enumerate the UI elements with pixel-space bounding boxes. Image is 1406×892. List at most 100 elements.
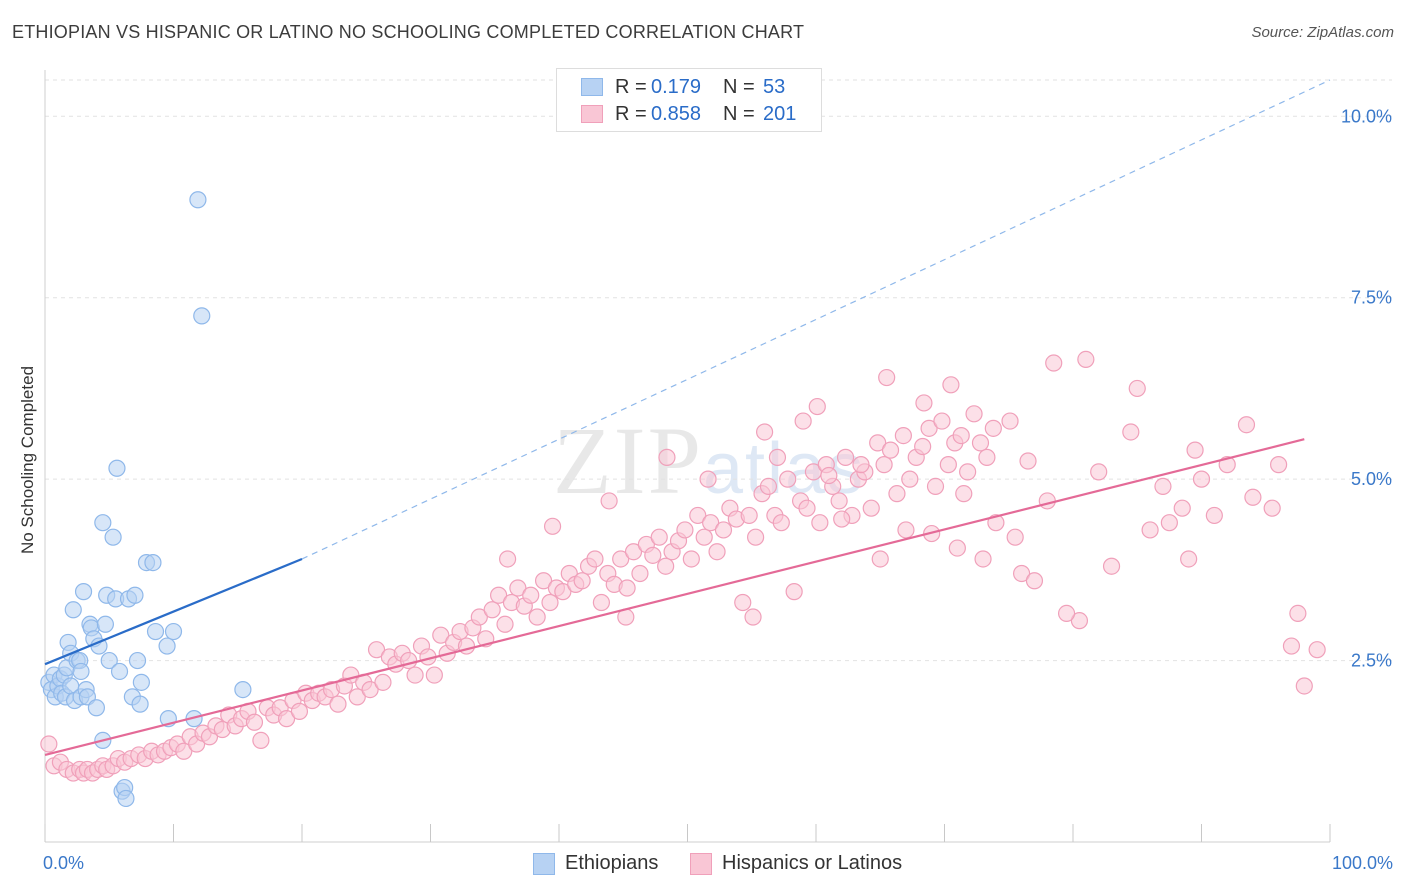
data-point-hispanics (1295, 677, 1313, 695)
bottom-legend-swatch-hispanics (690, 852, 712, 875)
legend-r-value: 0.179 (651, 75, 702, 98)
data-point-hispanics (245, 713, 264, 731)
data-point-hispanics (496, 615, 514, 633)
data-point-ethiopians (72, 662, 90, 681)
y-tick-label: 7.5% (1351, 288, 1392, 308)
data-point-hispanics (779, 470, 797, 488)
data-point-hispanics (348, 688, 366, 706)
data-point-hispanics (658, 448, 676, 466)
data-point-hispanics (881, 441, 900, 459)
y-tick-label: 5.0% (1351, 469, 1392, 489)
data-point-hispanics (329, 695, 347, 713)
data-point-hispanics (965, 405, 983, 423)
data-point-ethiopians (128, 651, 147, 670)
data-point-hispanics (1070, 612, 1089, 630)
y-tick-label: 2.5% (1351, 651, 1392, 671)
data-point-ethiopians (189, 191, 207, 209)
data-point-hispanics (1173, 499, 1191, 517)
watermark-main: ZIP (553, 407, 703, 514)
data-point-ethiopians (94, 514, 112, 532)
data-point-hispanics (948, 539, 966, 557)
data-point-hispanics (1025, 572, 1044, 590)
data-point-hispanics (869, 434, 887, 452)
data-point-ethiopians (132, 673, 150, 691)
data-point-hispanics (1154, 477, 1172, 495)
legend-row-hispanics: R = 0.858 N = 201 (581, 101, 796, 127)
data-point-hispanics (682, 550, 700, 568)
data-point-hispanics (926, 477, 945, 495)
data-point-hispanics (592, 593, 611, 612)
data-point-hispanics (1269, 456, 1288, 474)
data-point-hispanics (1038, 492, 1056, 510)
data-point-hispanics (252, 731, 270, 750)
data-point-hispanics (734, 593, 752, 612)
data-point-hispanics (689, 506, 707, 525)
data-point-hispanics (862, 499, 880, 517)
data-point-hispanics (490, 586, 508, 604)
data-point-hispanics (955, 485, 973, 503)
watermark: ZIPatlas (553, 405, 865, 516)
data-point-hispanics (978, 448, 996, 466)
data-point-hispanics (586, 550, 604, 568)
data-point-hispanics (878, 368, 896, 387)
data-point-hispanics (772, 514, 790, 532)
data-point-hispanics (798, 499, 816, 517)
data-point-hispanics (888, 485, 906, 503)
data-point-hispanics (573, 572, 591, 590)
legend-swatch-hispanics (581, 105, 603, 123)
data-point-hispanics (914, 437, 932, 456)
data-point-hispanics (1019, 452, 1037, 470)
data-point-ethiopians (234, 680, 252, 699)
legend-swatch-ethiopians (581, 78, 603, 96)
legend-n-value: 53 (763, 75, 786, 98)
data-point-hispanics (543, 517, 562, 535)
y-axis-label: No Schooling Completed (18, 365, 37, 555)
data-point-hispanics (1180, 550, 1198, 568)
data-point-hispanics (740, 506, 758, 525)
bottom-legend-ethiopians: Ethiopians (533, 852, 658, 875)
data-point-hispanics (942, 376, 960, 394)
legend-r-label: R = (615, 75, 647, 98)
data-point-ethiopians (110, 662, 129, 681)
data-point-ethiopians (96, 615, 114, 633)
data-point-hispanics (984, 419, 1002, 437)
data-point-hispanics (695, 528, 713, 546)
data-point-hispanics (175, 742, 193, 760)
data-point-hispanics (499, 550, 517, 568)
data-point-hispanics (624, 543, 643, 561)
data-point-hispanics (794, 412, 812, 430)
data-point-hispanics (1141, 521, 1159, 539)
data-point-hispanics (644, 546, 662, 564)
data-point-hispanics (1057, 604, 1076, 623)
trend-line-ethiopians-extended (301, 79, 1331, 560)
data-point-hispanics (1308, 641, 1326, 659)
data-point-ethiopians (74, 583, 93, 601)
data-point-hispanics (1001, 412, 1019, 430)
legend-r-value: 0.858 (651, 102, 702, 125)
data-point-hispanics (40, 735, 58, 753)
data-point-hispanics (528, 608, 546, 626)
data-point-hispanics (714, 521, 733, 539)
bottom-legend-hispanics: Hispanics or Latinos (690, 852, 902, 875)
data-point-hispanics (1045, 354, 1063, 372)
data-point-hispanics (759, 477, 778, 495)
data-point-hispanics (1006, 528, 1024, 546)
data-point-hispanics (1205, 506, 1223, 525)
data-point-hispanics (534, 572, 553, 590)
x-tick-label: 0.0% (43, 853, 84, 873)
data-point-hispanics (1282, 637, 1301, 655)
data-point-ethiopians (100, 651, 118, 670)
data-point-hispanics (367, 641, 386, 659)
source-label: Source: ZipAtlas.com (1251, 24, 1394, 41)
data-point-ethiopians (87, 699, 106, 717)
data-point-hispanics (1263, 499, 1281, 517)
data-point-hispanics (699, 470, 717, 488)
data-point-hispanics (1102, 557, 1121, 575)
data-point-hispanics (1012, 564, 1031, 583)
data-point-hispanics (747, 528, 765, 546)
data-point-hispanics (277, 710, 296, 728)
data-point-hispanics (808, 397, 826, 416)
trend-line-hispanics (44, 438, 1305, 756)
data-point-hispanics (612, 550, 630, 568)
